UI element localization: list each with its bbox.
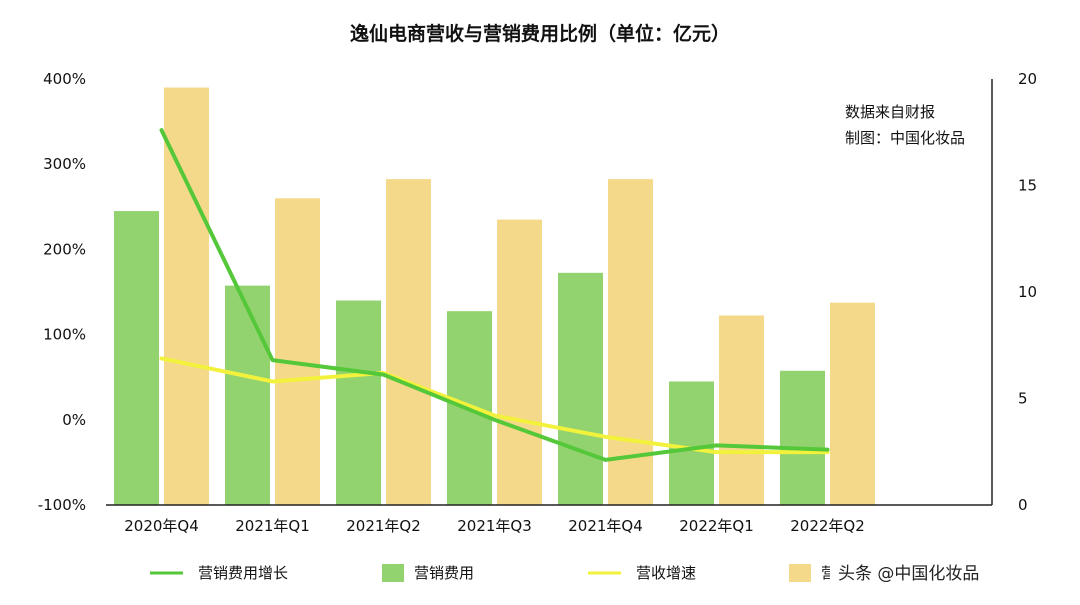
category-label: 2021年Q3: [457, 517, 532, 535]
revenue-bar: [164, 87, 209, 506]
right-tick-label: 0: [1018, 496, 1028, 514]
expense-bar: [336, 300, 381, 505]
category-label: 2021年Q1: [235, 517, 310, 535]
left-axis-ticks: 400% 300% 200% 100% 0% -100%: [38, 70, 86, 514]
right-tick-label: 15: [1018, 177, 1037, 195]
expense-bar: [558, 272, 603, 505]
legend-label-revenue-growth: 营收增速: [636, 564, 696, 582]
right-tick-label: 20: [1018, 70, 1037, 88]
expense-growth-line: [159, 128, 830, 462]
legend-swatch-expense: [382, 564, 404, 582]
overlay-watermark: 头条 @中国化妆品: [838, 564, 979, 584]
category-label: 2020年Q4: [124, 517, 199, 535]
category-labels: 2020年Q4 2021年Q1 2021年Q2 2021年Q3 2021年Q4 2022年…: [124, 517, 865, 535]
revenue-bar: [386, 179, 431, 506]
expense-bar: [780, 370, 825, 505]
left-tick-label: -100%: [38, 496, 86, 514]
category-label: 2021年Q2: [346, 517, 421, 535]
revenue-bar: [275, 198, 320, 505]
left-tick-label: 200%: [43, 240, 86, 258]
left-tick-label: 400%: [43, 70, 86, 88]
category-label: 2022年Q2: [790, 517, 865, 535]
legend-swatch-revenue: [789, 564, 811, 582]
revenue-bar: [719, 315, 764, 505]
revenue-growth-line: [159, 356, 830, 455]
category-label: 2021年Q4: [568, 517, 643, 535]
chart-title: 逸仙电商营收与营销费用比例（单位：亿元）: [350, 22, 730, 45]
source-note: 数据来自财报: [845, 103, 935, 121]
expense-bar: [225, 285, 270, 505]
right-tick-label: 10: [1018, 283, 1037, 301]
legend-label-expense: 营销费用: [414, 564, 474, 582]
bars: [114, 87, 875, 506]
expense-bar: [669, 381, 714, 505]
legend: 营销费用增长 营销费用 营收增速 营: [150, 564, 836, 582]
left-tick-label: 0%: [62, 411, 86, 429]
right-tick-label: 5: [1018, 390, 1028, 408]
category-label: 2022年Q1: [679, 517, 754, 535]
right-axis-ticks: 20 15 10 5 0: [1018, 70, 1037, 514]
revenue-bar: [608, 179, 653, 506]
legend-label-expense-growth: 营销费用增长: [198, 564, 288, 582]
left-tick-label: 100%: [43, 326, 86, 344]
expense-bar: [114, 211, 159, 505]
revenue-bar: [830, 302, 875, 505]
revenue-bar: [497, 219, 542, 505]
left-tick-label: 300%: [43, 155, 86, 173]
lines: [159, 128, 830, 462]
watermark-backdrop: [830, 552, 1080, 592]
author-note: 制图：中国化妆品: [845, 129, 965, 147]
